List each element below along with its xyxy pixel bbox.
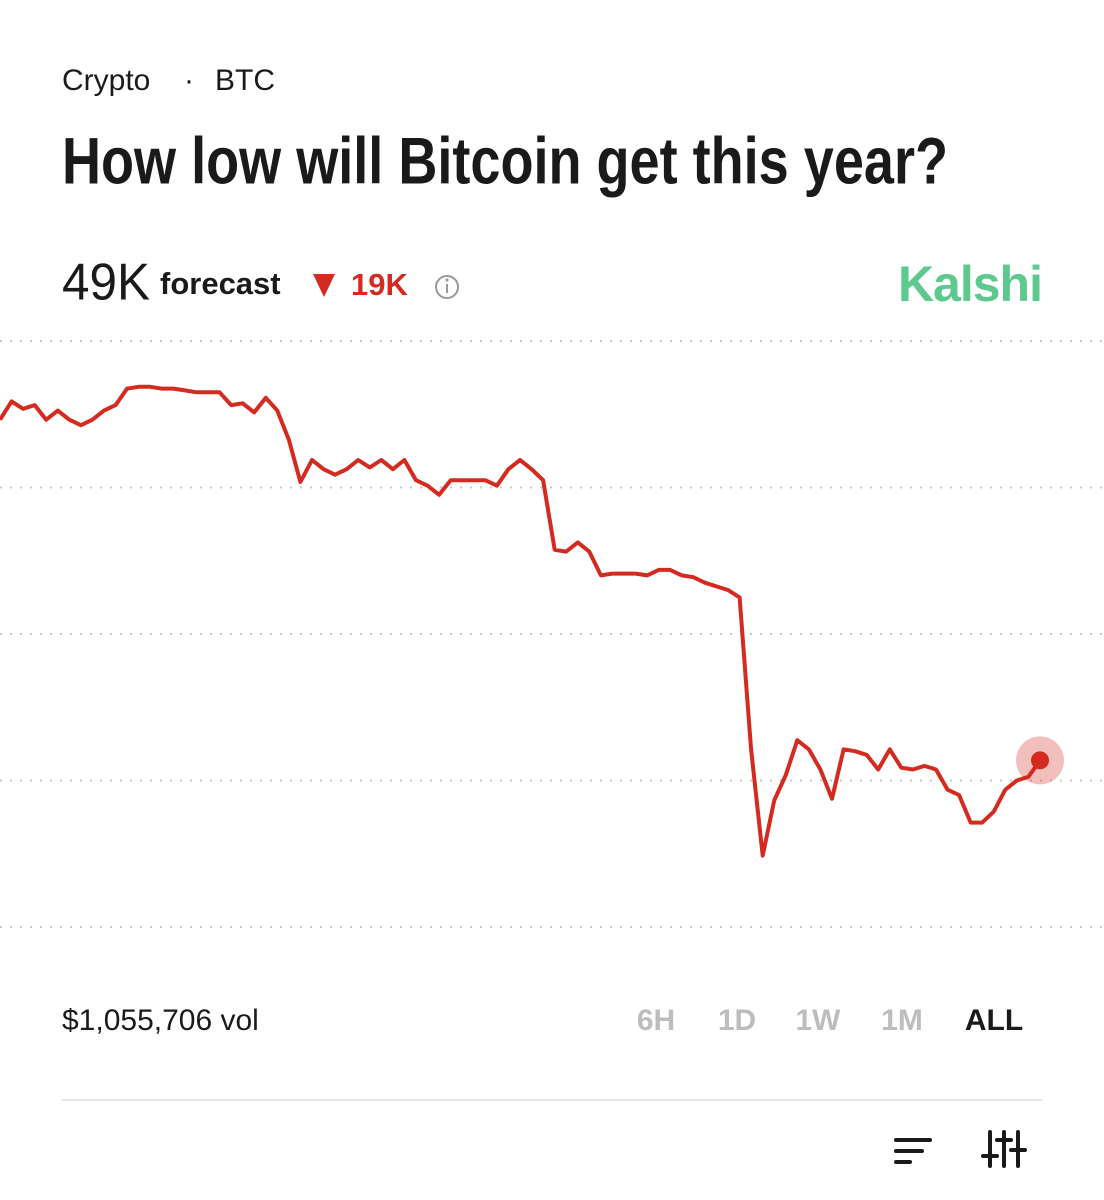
forecast-label: forecast <box>160 266 281 301</box>
range-button[interactable]: 1D <box>718 1004 756 1037</box>
range-button[interactable]: 1M <box>881 1004 923 1037</box>
range-button[interactable]: 6H <box>637 1004 675 1037</box>
topic[interactable]: BTC <box>215 64 275 97</box>
range-button[interactable]: ALL <box>965 1004 1023 1037</box>
down-arrow <box>313 274 335 297</box>
info-icon[interactable] <box>435 275 459 299</box>
price-line <box>0 384 1042 858</box>
forecast-value: 49K <box>62 254 150 312</box>
category[interactable]: Crypto <box>62 64 150 97</box>
filter-icon[interactable] <box>981 1130 1027 1168</box>
separator: · <box>184 64 194 97</box>
volume: $1,055,706 vol <box>62 1004 259 1037</box>
forecast-change: 19K <box>351 267 408 302</box>
title: How low will Bitcoin get this year? <box>62 123 948 197</box>
range-button[interactable]: 1W <box>796 1004 842 1037</box>
end-point <box>1031 751 1049 770</box>
sort-icon[interactable] <box>894 1138 932 1164</box>
brand: Kalshi <box>898 256 1042 312</box>
